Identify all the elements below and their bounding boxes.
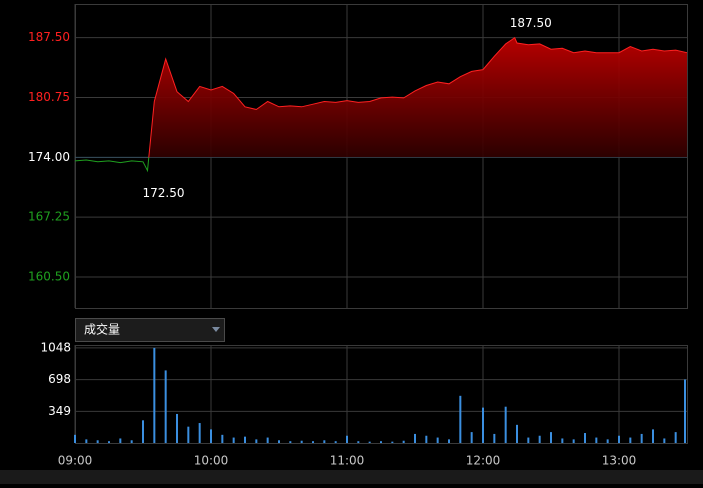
volume-bar xyxy=(210,429,212,443)
volume-bar xyxy=(550,432,552,443)
volume-bar xyxy=(674,432,677,443)
volume-bar xyxy=(130,440,133,443)
volume-bar xyxy=(357,441,360,443)
volume-bar xyxy=(663,438,666,443)
x-tick-label: 11:00 xyxy=(330,454,365,468)
dropdown-arrow[interactable] xyxy=(212,327,220,332)
volume-bar xyxy=(198,423,201,443)
volume-bar xyxy=(414,433,416,443)
price-line xyxy=(74,36,688,173)
volume-bar xyxy=(538,435,541,443)
volume-bar xyxy=(425,435,428,443)
area-fill xyxy=(75,37,687,158)
volume-bar xyxy=(187,426,190,443)
volume-bar xyxy=(176,413,178,443)
status-strip xyxy=(0,470,703,484)
volume-bar xyxy=(482,407,484,443)
volume-bar xyxy=(606,439,609,443)
volume-bar xyxy=(119,438,122,443)
volume-bar xyxy=(684,379,686,443)
volume-bar xyxy=(334,441,337,443)
volume-bar xyxy=(74,434,76,443)
volume-bar xyxy=(108,441,110,443)
x-tick-label: 09:00 xyxy=(58,454,93,468)
volume-bar xyxy=(368,441,371,443)
y-tick-label: 349 xyxy=(48,404,71,418)
volume-bar xyxy=(312,441,314,443)
volume-bar xyxy=(595,437,598,443)
y-tick-label: 698 xyxy=(48,372,71,386)
volume-bar xyxy=(459,395,462,443)
volume-bar xyxy=(346,435,348,443)
plot-frame xyxy=(75,345,688,444)
y-tick-label: 174.00 xyxy=(28,150,70,164)
volume-bar xyxy=(300,440,303,443)
volume-bar xyxy=(470,432,473,443)
volume-bar xyxy=(618,435,620,443)
volume-bar xyxy=(289,441,292,443)
volume-bar xyxy=(584,433,586,443)
dropdown-label[interactable]: 成交量 xyxy=(84,322,120,337)
indicator-select[interactable]: 成交量 xyxy=(75,318,225,342)
volume-bar xyxy=(448,439,450,443)
volume-bar xyxy=(164,370,167,443)
volume-bar xyxy=(232,437,235,443)
y-tick-label: 167.25 xyxy=(28,210,70,224)
volume-bar xyxy=(572,439,575,443)
x-tick-label: 12:00 xyxy=(466,454,501,468)
annotation: 187.50 xyxy=(510,16,552,30)
volume-bar xyxy=(493,433,496,443)
volume-bar xyxy=(391,441,394,443)
volume-bar xyxy=(255,439,258,443)
annotation: 172.50 xyxy=(143,186,185,200)
volume-bar xyxy=(652,429,654,443)
volume-bar xyxy=(153,347,156,443)
volume-bar xyxy=(516,424,518,443)
volume-bar xyxy=(266,437,269,443)
volume-bar xyxy=(640,433,643,443)
volume-bar xyxy=(323,440,326,443)
y-tick-label: 187.50 xyxy=(28,30,70,44)
volume-bar xyxy=(436,437,439,443)
volume-bar xyxy=(85,439,88,443)
volume-bar xyxy=(527,437,530,443)
volume-bar xyxy=(402,440,405,443)
volume-bar xyxy=(561,438,564,443)
volume-bar xyxy=(380,441,382,443)
volume-bar xyxy=(221,434,224,443)
x-tick-label: 13:00 xyxy=(602,454,637,468)
volume-bar xyxy=(629,437,632,443)
volume-bar xyxy=(96,440,99,443)
dropdown-box[interactable] xyxy=(75,318,225,342)
y-tick-label: 160.50 xyxy=(28,269,70,283)
y-tick-label: 180.75 xyxy=(28,90,70,104)
y-tick-label: 1048 xyxy=(40,340,71,354)
volume-bar xyxy=(278,440,280,443)
x-tick-label: 10:00 xyxy=(194,454,229,468)
volume-bar xyxy=(504,406,507,443)
volume-bar xyxy=(142,420,144,443)
volume-bar xyxy=(244,436,246,443)
